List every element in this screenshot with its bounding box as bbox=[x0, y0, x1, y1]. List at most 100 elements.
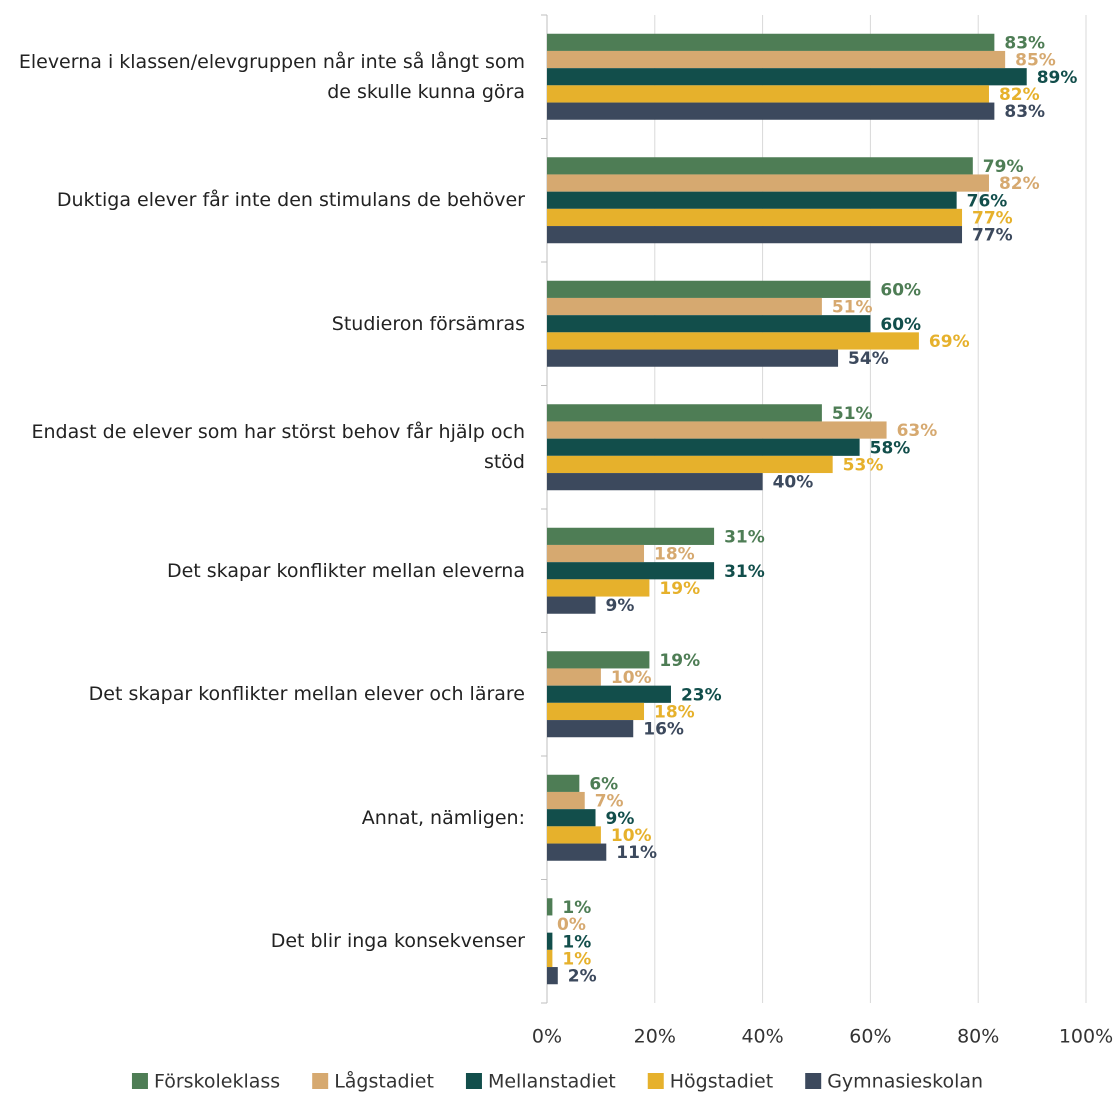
bar bbox=[547, 668, 601, 686]
legend-label: Gymnasieskolan bbox=[827, 1071, 983, 1093]
data-label: 58% bbox=[870, 438, 911, 458]
category-label: Duktiga elever får inte den stimulans de… bbox=[56, 189, 525, 212]
data-label: 83% bbox=[1004, 102, 1045, 122]
category-label: Det blir inga konsekvenser bbox=[270, 930, 525, 953]
category-label: Annat, nämligen: bbox=[361, 806, 525, 829]
bar bbox=[547, 949, 553, 968]
bar bbox=[547, 651, 650, 669]
data-label: 60% bbox=[880, 280, 921, 300]
data-label: 85% bbox=[1015, 51, 1056, 71]
bar bbox=[547, 791, 585, 810]
bar bbox=[547, 438, 860, 456]
data-label: 82% bbox=[999, 174, 1040, 194]
bar bbox=[547, 191, 957, 209]
data-label: 23% bbox=[681, 685, 722, 705]
data-label: 18% bbox=[654, 545, 695, 565]
legend-swatch bbox=[312, 1073, 329, 1089]
bar bbox=[547, 297, 822, 316]
legend-label: Lågstadiet bbox=[334, 1070, 434, 1093]
data-label: 1% bbox=[562, 932, 591, 952]
data-label: 69% bbox=[929, 332, 970, 352]
legend-swatch bbox=[131, 1073, 148, 1089]
bar bbox=[547, 68, 1027, 86]
data-label: 10% bbox=[611, 826, 652, 846]
data-label: 16% bbox=[643, 720, 684, 740]
data-label: 60% bbox=[880, 315, 921, 335]
bar bbox=[547, 208, 963, 227]
category-label: Det skapar konflikter mellan eleverna bbox=[166, 559, 525, 582]
bar bbox=[547, 720, 634, 738]
data-label: 0% bbox=[557, 915, 586, 935]
legend-label: Mellanstadiet bbox=[488, 1071, 616, 1093]
bar bbox=[547, 404, 822, 422]
bar bbox=[547, 967, 558, 985]
bar bbox=[547, 826, 601, 844]
bar bbox=[547, 527, 715, 545]
bar bbox=[547, 774, 580, 792]
data-label: 18% bbox=[654, 702, 695, 722]
data-label: 54% bbox=[848, 349, 889, 369]
bar bbox=[547, 473, 763, 491]
data-label: 6% bbox=[589, 774, 618, 794]
bar bbox=[547, 315, 871, 333]
bar bbox=[547, 226, 963, 244]
category-label: Det skapar konflikter mellan elever och … bbox=[88, 683, 525, 706]
legend-swatch bbox=[805, 1073, 822, 1089]
data-label: 10% bbox=[611, 668, 652, 688]
category-label: Studieron försämras bbox=[331, 312, 525, 335]
data-label: 19% bbox=[659, 651, 700, 671]
bar bbox=[547, 102, 995, 120]
data-label: 77% bbox=[972, 208, 1013, 228]
bar bbox=[547, 85, 989, 103]
data-label: 51% bbox=[832, 404, 873, 424]
data-label: 2% bbox=[568, 967, 597, 987]
data-label: 53% bbox=[843, 455, 884, 475]
bar bbox=[547, 544, 645, 563]
bar bbox=[547, 455, 833, 474]
data-label: 31% bbox=[724, 527, 765, 547]
bar bbox=[547, 579, 650, 597]
data-label: 82% bbox=[999, 85, 1040, 105]
legend-label: Högstadiet bbox=[670, 1071, 773, 1093]
data-label: 7% bbox=[595, 792, 624, 812]
bar bbox=[547, 157, 973, 175]
bar bbox=[547, 596, 596, 614]
bar bbox=[547, 562, 715, 580]
bar bbox=[547, 932, 553, 950]
x-tick-label: 60% bbox=[849, 1026, 891, 1048]
bar bbox=[547, 702, 645, 721]
bar bbox=[547, 843, 607, 861]
category-label: Eleverna i klassen/elevgruppen når inte … bbox=[18, 50, 525, 103]
bar bbox=[547, 685, 671, 703]
x-tick-label: 80% bbox=[957, 1026, 999, 1048]
data-label: 77% bbox=[972, 226, 1013, 246]
bar bbox=[547, 33, 995, 51]
data-label: 40% bbox=[773, 473, 814, 493]
x-tick-label: 40% bbox=[741, 1026, 783, 1048]
data-label: 31% bbox=[724, 562, 765, 582]
legend-swatch bbox=[465, 1073, 482, 1089]
bar bbox=[547, 50, 1006, 69]
data-label: 79% bbox=[983, 157, 1024, 177]
bar bbox=[547, 898, 553, 916]
x-tick-label: 20% bbox=[634, 1026, 676, 1048]
x-tick-label: 0% bbox=[532, 1026, 562, 1048]
legend-swatch bbox=[647, 1073, 664, 1089]
data-label: 1% bbox=[562, 898, 591, 918]
bar bbox=[547, 280, 871, 298]
bar bbox=[547, 809, 596, 827]
category-label: Endast de elever som har störst behov få… bbox=[31, 421, 526, 474]
bar bbox=[547, 421, 887, 439]
data-label: 76% bbox=[967, 191, 1008, 211]
x-tick-label: 100% bbox=[1059, 1026, 1113, 1048]
data-label: 1% bbox=[562, 949, 591, 969]
data-label: 83% bbox=[1004, 33, 1045, 53]
data-label: 51% bbox=[832, 298, 873, 318]
bar bbox=[547, 332, 919, 350]
legend-label: Förskoleklass bbox=[154, 1071, 280, 1093]
data-label: 63% bbox=[897, 421, 938, 441]
bar bbox=[547, 174, 989, 192]
data-label: 89% bbox=[1037, 68, 1078, 88]
